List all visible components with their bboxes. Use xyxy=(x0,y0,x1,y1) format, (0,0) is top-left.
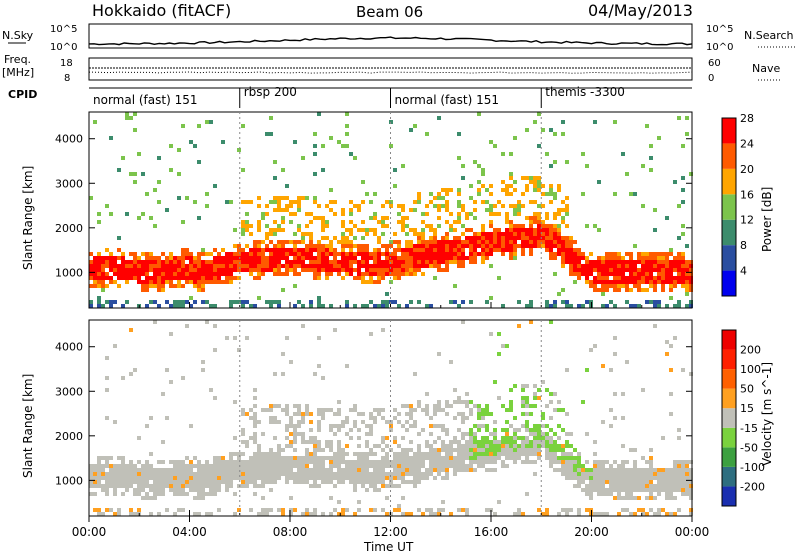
power-colorbar-label: Power [dB] xyxy=(760,187,774,252)
freq-label: Freq. xyxy=(4,53,31,66)
freq-left-tick-top: 18 xyxy=(60,58,73,69)
sky-right-tick-top: 10^5 xyxy=(706,24,733,35)
sky-right-tick-bottom: 10^0 xyxy=(706,42,733,53)
freq-panel: Freq. [MHz] 18 8 60 0 Nave xyxy=(2,53,780,84)
colorbar-segment xyxy=(722,427,736,448)
date-label: 04/May/2013 xyxy=(588,1,693,20)
velocity-ylabel: Slant Range [km] xyxy=(21,374,35,478)
x-axis: 00:00 04:00 08:00 12:00 16:00 20:00 00:00 xyxy=(72,516,710,539)
colorbar-tick-label: -50 xyxy=(740,441,758,454)
y-tick-label: 2000 xyxy=(55,222,83,235)
sky-noise-line xyxy=(88,36,693,46)
colorbar-segment xyxy=(722,330,736,350)
y-tick-label: 4000 xyxy=(55,341,83,354)
cpid-mode-label: rbsp 200 xyxy=(244,85,297,99)
beam-label: Beam 06 xyxy=(356,3,423,21)
freq-left-tick-bottom: 8 xyxy=(64,73,70,84)
colorbar-segment xyxy=(722,466,736,487)
sky-panel: N.Sky 10^5 10^0 10^5 10^0 N.Search xyxy=(2,23,796,53)
x-axis-label: Time UT xyxy=(363,540,414,554)
colorbar-segment xyxy=(722,388,736,409)
colorbar-segment xyxy=(722,408,736,428)
colorbar-tick-label: 8 xyxy=(740,239,747,252)
power-panel: 1000 2000 3000 4000 Slant Range [km] 4 8 12 16… xyxy=(21,111,774,309)
power-ylabel: Slant Range [km] xyxy=(21,166,35,270)
y-tick-label: 3000 xyxy=(55,177,83,190)
nave-line xyxy=(88,71,693,74)
colorbar-tick-label: 15 xyxy=(740,402,754,415)
velocity-colorbar-label: Velocity [m s^-1] xyxy=(760,362,774,466)
colorbar-tick-label: 50 xyxy=(740,383,754,396)
nave-label: Nave xyxy=(752,62,780,75)
colorbar-tick-label: 16 xyxy=(740,188,754,201)
colorbar-segment xyxy=(722,270,736,296)
freq-unit-label: [MHz] xyxy=(2,66,34,79)
colorbar-segment xyxy=(722,194,736,220)
cpid-panel: CPID normal (fast) 151 rbsp 200 normal (fa… xyxy=(8,85,692,108)
colorbar-tick-label: 200 xyxy=(740,344,761,357)
colorbar-tick-label: 24 xyxy=(740,137,754,150)
x-tick-label: 04:00 xyxy=(172,525,207,539)
colorbar-segment xyxy=(722,219,736,246)
station-title: Hokkaido (fitACF) xyxy=(92,1,231,20)
y-tick-label: 4000 xyxy=(55,133,83,146)
colorbar-tick-label: 100 xyxy=(740,363,761,376)
colorbar-tick-label: -200 xyxy=(740,480,765,493)
y-tick-label: 3000 xyxy=(55,385,83,398)
x-tick-label: 00:00 xyxy=(72,525,107,539)
sky-left-label: N.Sky xyxy=(2,29,34,42)
colorbar-segment xyxy=(722,143,736,169)
cpid-label: CPID xyxy=(8,88,37,101)
y-tick-label: 1000 xyxy=(55,266,83,279)
colorbar-segment xyxy=(722,349,736,370)
colorbar-tick-label: 12 xyxy=(740,214,754,227)
sky-right-label: N.Search xyxy=(744,29,794,42)
sky-left-tick-top: 10^5 xyxy=(50,24,77,35)
x-tick-label: 12:00 xyxy=(373,525,408,539)
colorbar-tick-label: -100 xyxy=(740,461,765,474)
cpid-mode-label: normal (fast) 151 xyxy=(93,93,197,107)
colorbar-segment xyxy=(722,447,736,467)
cpid-mode-label: normal (fast) 151 xyxy=(395,93,499,107)
colorbar-segment xyxy=(722,369,736,389)
sky-left-tick-bottom: 10^0 xyxy=(50,42,77,53)
x-tick-label: 00:00 xyxy=(675,525,710,539)
colorbar-tick-label: 4 xyxy=(740,265,747,278)
freq-right-tick-top: 60 xyxy=(708,58,721,69)
x-tick-label: 08:00 xyxy=(273,525,308,539)
colorbar-segment xyxy=(722,486,736,506)
colorbar-tick-label: 28 xyxy=(740,112,754,125)
x-tick-label: 16:00 xyxy=(474,525,509,539)
cpid-mode-label: themis -3300 xyxy=(545,85,625,99)
x-tick-label: 20:00 xyxy=(574,525,609,539)
colorbar-segment xyxy=(722,245,736,271)
colorbar-segment xyxy=(722,118,736,144)
colorbar-tick-label: 20 xyxy=(740,163,754,176)
freq-right-tick-bottom: 0 xyxy=(708,73,714,84)
colorbar-tick-label: -15 xyxy=(740,422,758,435)
colorbar-segment xyxy=(722,168,736,195)
y-tick-label: 1000 xyxy=(55,474,83,487)
y-tick-label: 2000 xyxy=(55,430,83,443)
velocity-panel: 1000 2000 3000 4000 Slant Range [km] 200 100… xyxy=(21,319,774,517)
